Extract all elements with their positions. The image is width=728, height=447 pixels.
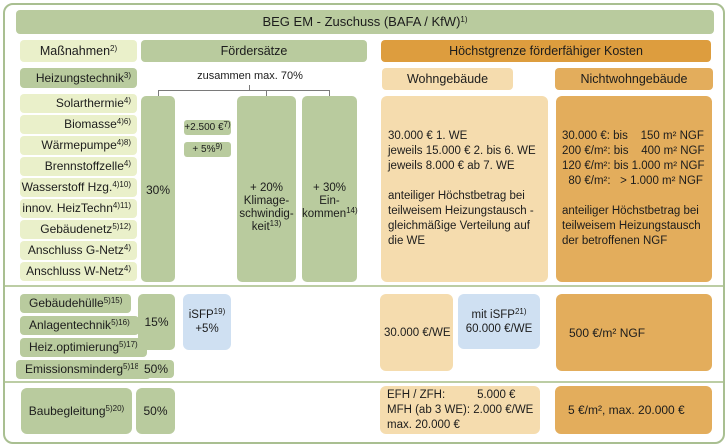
wohngebaeude-header: Wohngebäude bbox=[382, 68, 513, 90]
rate-column-einkommen: + 30% Ein- kommen14) bbox=[302, 96, 358, 282]
measure-anschluss-w-netz: Anschluss W-Netz4) bbox=[20, 262, 137, 281]
measure-innov-heiztechn: innov. HeizTechn4)11) bbox=[20, 199, 137, 218]
measure-waermepumpe: Wärmepumpe4)8) bbox=[20, 136, 137, 155]
frame-border bbox=[3, 3, 725, 444]
nichtwohn-limit-box-baubegleitung: 5 €/m², max. 20.000 € bbox=[555, 386, 712, 434]
rate-column-30: 30% bbox=[141, 96, 175, 282]
measure-gebaeudenetz: Gebäudenetz5)12) bbox=[20, 220, 137, 239]
wohn-limit-box-envelope: 30.000 €/WE bbox=[380, 294, 453, 371]
measure-heizungstechnik: Heizungstechnik3) bbox=[20, 68, 137, 88]
title-bar: BEG EM - Zuschuss (BAFA / KfW)1) bbox=[16, 10, 714, 34]
title-text: BEG EM - Zuschuss (BAFA / KfW) bbox=[262, 14, 461, 29]
bracket-tick-left bbox=[158, 90, 159, 96]
bonus-box-5-percent: + 5%9) bbox=[184, 142, 231, 157]
bracket-tick-middle bbox=[266, 90, 267, 96]
bonus-box-2500: +2.500 €7) bbox=[184, 119, 231, 135]
measure-baubegleitung: Baubegleitung5)20) bbox=[21, 388, 132, 434]
measure-solarthermie: Solarthermie4) bbox=[20, 94, 137, 113]
rate-box-50-emissions: 50% bbox=[138, 360, 174, 378]
nichtwohn-limit-box-heizung: 30.000 €: bis 150 m² NGF 200 €/m²: bis 4… bbox=[556, 96, 712, 282]
bracket-stem bbox=[249, 85, 250, 90]
section-divider-2 bbox=[5, 381, 723, 383]
rate-box-50-baubegleitung: 50% bbox=[136, 388, 175, 434]
measure-emissionsminderung: Emissionsminderg5)18) bbox=[16, 360, 151, 379]
rate-column-klimageschwindigkeit: + 20% Klimage- schwindig- keit13) bbox=[237, 96, 296, 282]
bracket-label: zusammen max. 70% bbox=[197, 70, 303, 82]
section-divider-1 bbox=[5, 285, 723, 287]
foerdersaetze-header: Fördersätze bbox=[141, 40, 367, 62]
wohn-limit-box-heizung: 30.000 € 1. WE jeweils 15.000 € 2. bis 6… bbox=[381, 96, 548, 282]
measure-brennstoffzelle: Brennstoffzelle4) bbox=[20, 157, 137, 176]
isfp-limit-box: mit iSFP21) 60.000 €/WE bbox=[458, 294, 540, 349]
bracket-tick-right bbox=[329, 90, 330, 96]
measure-gebaeudehuelle: Gebäudehülle5)15) bbox=[20, 294, 132, 313]
nichtwohn-limit-box-envelope: 500 €/m² NGF bbox=[556, 294, 712, 371]
bracket-line bbox=[158, 90, 330, 91]
measure-anschluss-g-netz: Anschluss G-Netz4) bbox=[20, 241, 137, 260]
measure-anlagentechnik: Anlagentechnik5)16) bbox=[20, 316, 139, 335]
measure-heiz-optimierung: Heiz.optimierung5)17) bbox=[20, 338, 147, 357]
measure-biomasse: Biomasse4)6) bbox=[20, 115, 137, 134]
hoechstgrenze-header: Höchstgrenze förderfähiger Kosten bbox=[381, 40, 711, 62]
massnahmen-header: Maßnahmen2) bbox=[20, 40, 137, 62]
wohn-limit-box-baubegleitung: EFH / ZFH: 5.000 € MFH (ab 3 WE): 2.000 … bbox=[380, 386, 540, 434]
nichtwohngebaeude-header: Nichtwohngebäude bbox=[555, 68, 713, 90]
isfp-bonus-box: iSFP19) +5% bbox=[183, 294, 231, 350]
rate-box-15: 15% bbox=[138, 294, 175, 350]
measure-wasserstoff-hzg: Wasserstoff Hzg.4)10) bbox=[20, 178, 137, 197]
